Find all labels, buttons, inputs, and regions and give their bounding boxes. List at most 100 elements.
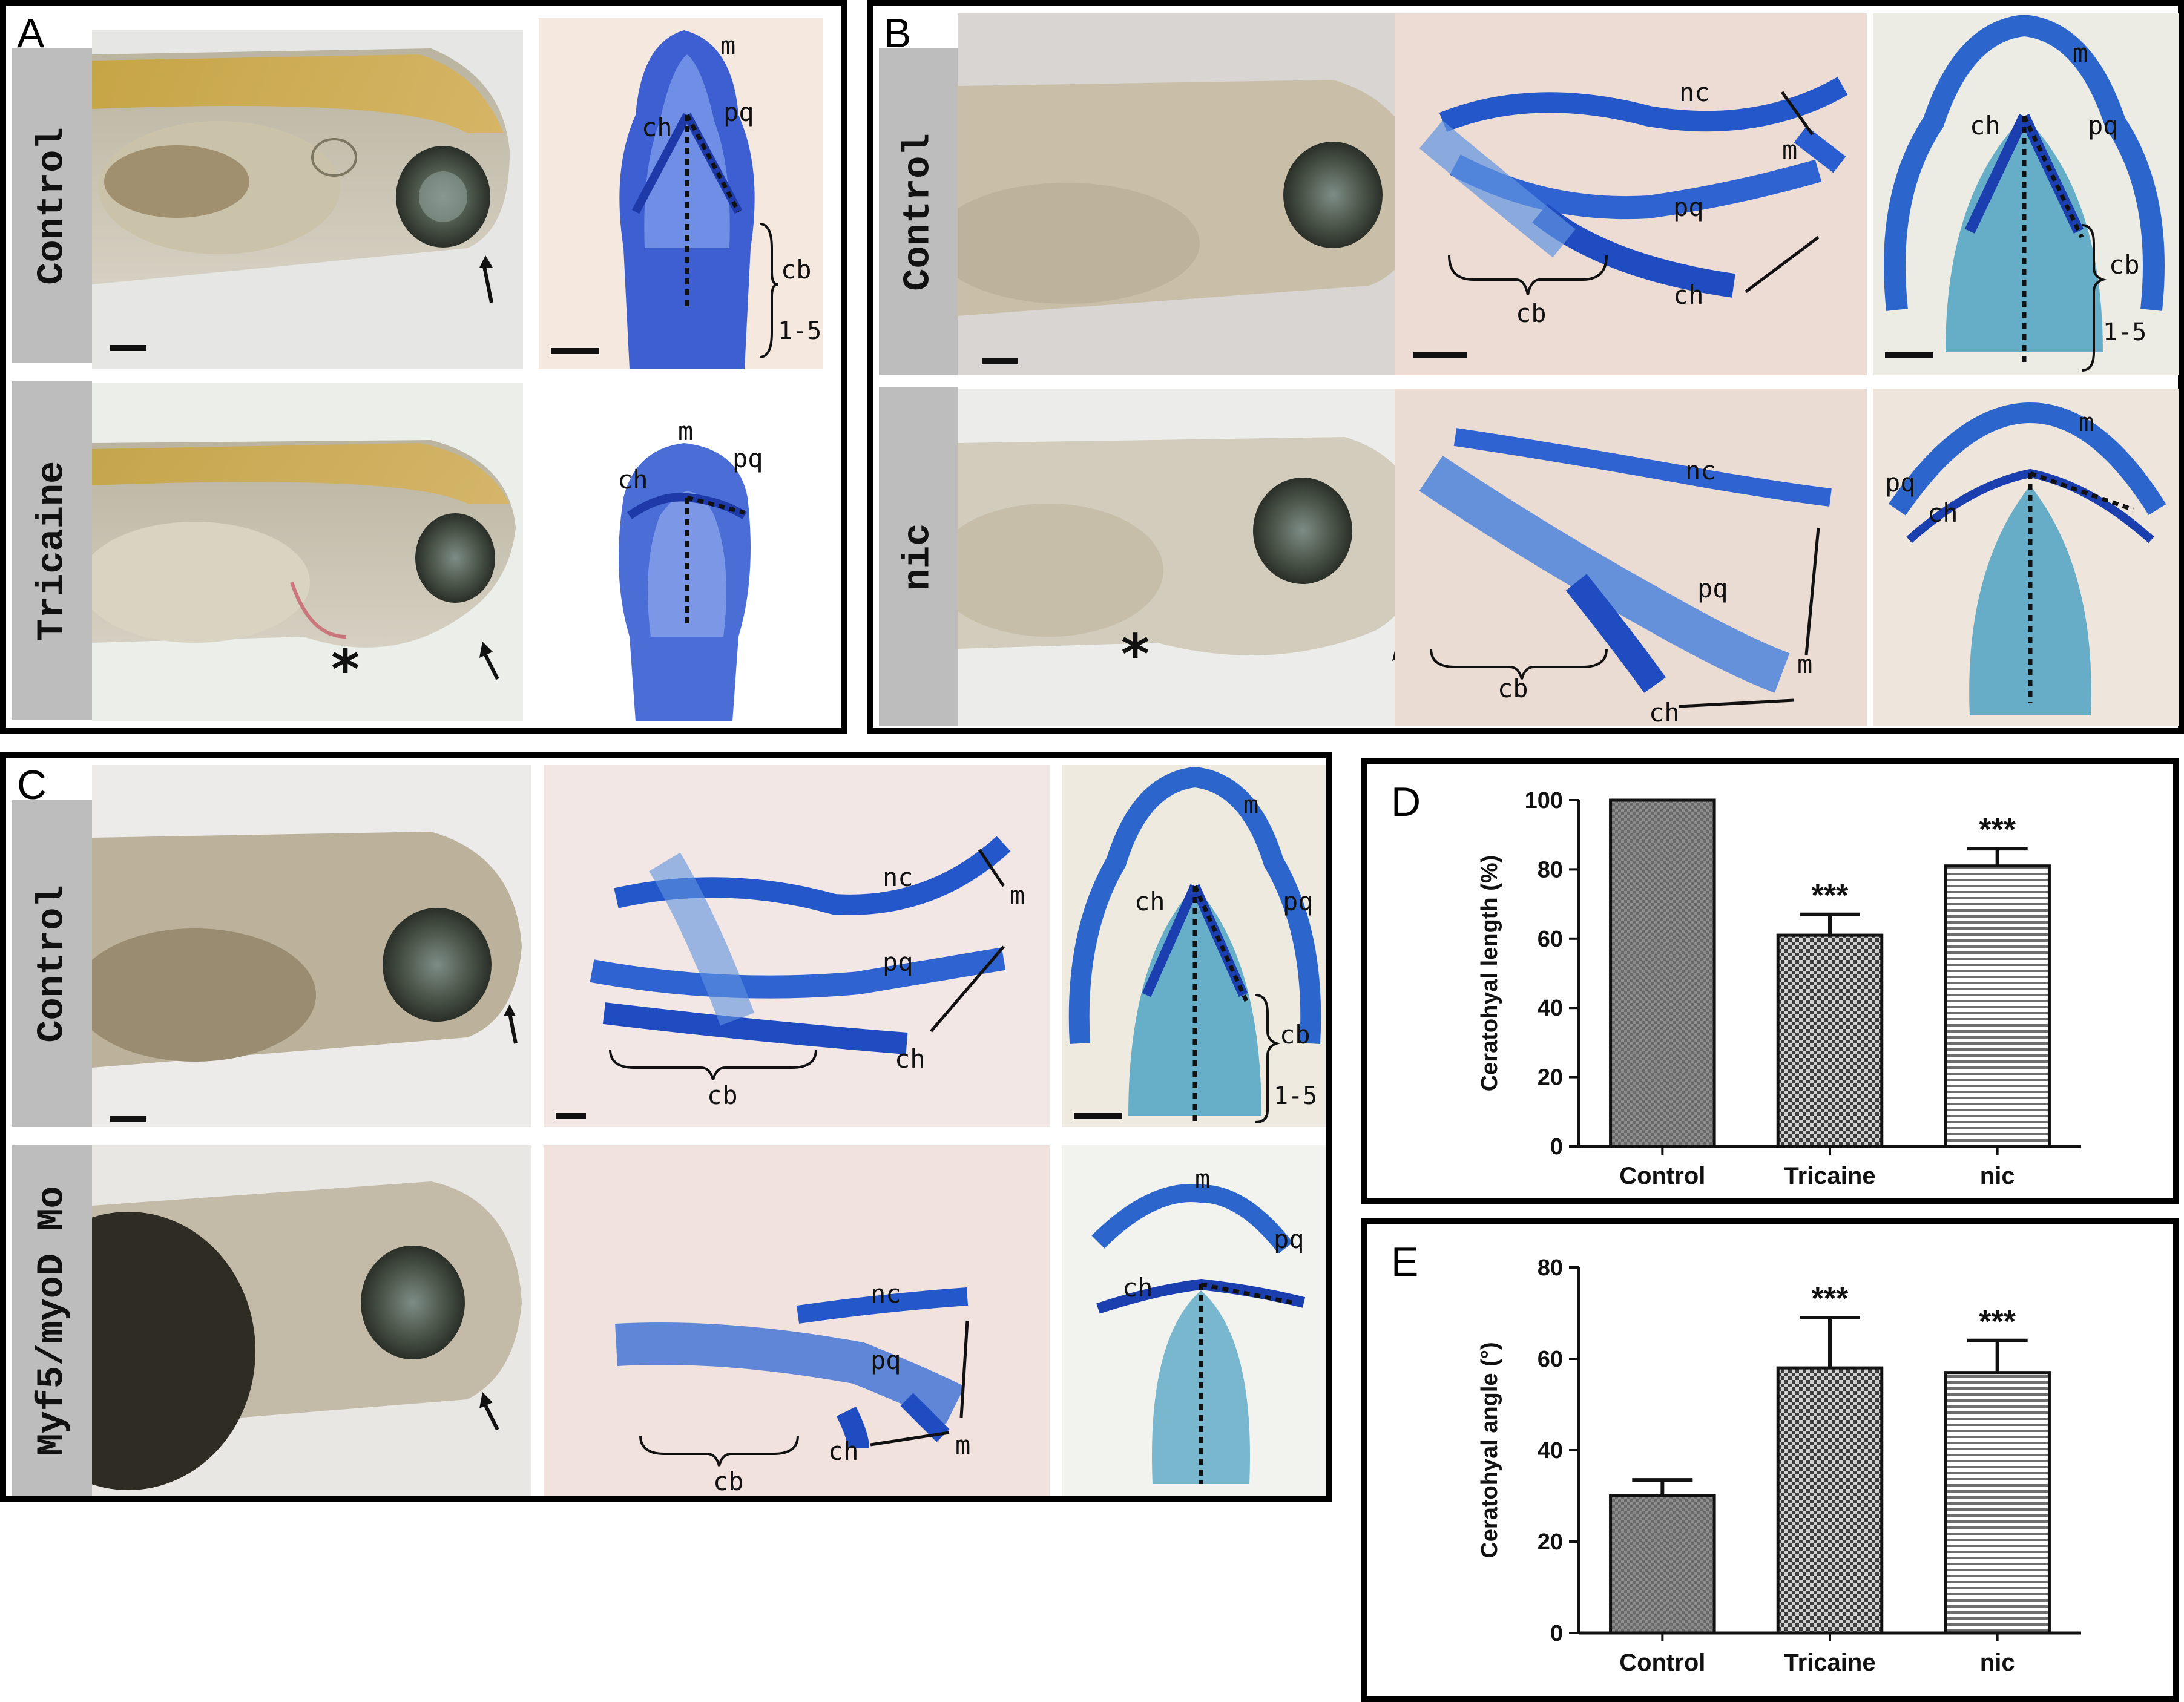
cartilage-ventral-control: m ch pq cb 1-5 bbox=[1062, 765, 1326, 1127]
svg-text:ch: ch bbox=[1673, 280, 1704, 310]
svg-text:pq: pq bbox=[723, 97, 754, 127]
panel-b: B Control nic * bbox=[867, 0, 2184, 734]
panel-a: A Control Tricaine bbox=[0, 0, 847, 734]
ceratohyal-angle-chart: 0 20 40 60 80 Ceratohyal angle (°) Control *** T… bbox=[1367, 1224, 2173, 1696]
bar-nic bbox=[1944, 1371, 2051, 1635]
svg-text:m: m bbox=[678, 416, 693, 446]
svg-text:1-5: 1-5 bbox=[1274, 1082, 1317, 1110]
svg-text:cb: cb bbox=[781, 255, 812, 284]
panel-e: E 0 20 40 60 80 Ceratohyal angle (°) Control **… bbox=[1361, 1218, 2179, 1702]
x-tick-label: nic bbox=[1980, 1649, 2015, 1676]
bar-tricaine bbox=[1776, 1366, 1884, 1635]
cartilage-ventral-control: m ch pq cb 1-5 bbox=[1873, 13, 2179, 375]
svg-text:*: * bbox=[1121, 623, 1150, 686]
svg-text:m: m bbox=[1782, 135, 1797, 165]
svg-text:pq: pq bbox=[1274, 1224, 1304, 1254]
x-tick-label: Tricaine bbox=[1784, 1649, 1875, 1676]
bar-control bbox=[1609, 798, 1716, 1148]
y-axis-label: Ceratohyal length (%) bbox=[1477, 855, 1502, 1092]
svg-text:pq: pq bbox=[2088, 111, 2119, 140]
bar-nic bbox=[1944, 864, 2051, 1148]
bar-control bbox=[1609, 1494, 1716, 1635]
row-label-control: Control bbox=[879, 48, 958, 375]
svg-text:nc: nc bbox=[1679, 77, 1710, 107]
svg-text:nc: nc bbox=[870, 1279, 901, 1309]
svg-text:ch: ch bbox=[617, 465, 648, 494]
larva-photo-tricaine: * bbox=[92, 383, 523, 721]
larva-photo-nic: * bbox=[958, 389, 1442, 726]
significance-marker: *** bbox=[1812, 878, 1849, 913]
svg-text:pq: pq bbox=[870, 1346, 901, 1375]
svg-text:m: m bbox=[1195, 1164, 1210, 1194]
significance-marker: *** bbox=[1979, 1304, 2016, 1339]
larva-photo-control bbox=[92, 765, 531, 1127]
y-tick-label: 20 bbox=[1538, 1530, 1563, 1555]
svg-text:ch: ch bbox=[1134, 887, 1165, 916]
svg-text:nc: nc bbox=[883, 862, 913, 892]
row-label-nic: nic bbox=[879, 387, 958, 726]
svg-text:nc: nc bbox=[1685, 456, 1716, 485]
y-tick-label: 80 bbox=[1538, 1255, 1563, 1281]
svg-text:pq: pq bbox=[1283, 887, 1314, 916]
cartilage-lateral-myf5-myod-mo: nc pq m ch cb bbox=[544, 1145, 1050, 1496]
row-label-control: Control bbox=[12, 800, 92, 1127]
svg-text:m: m bbox=[1010, 881, 1025, 910]
y-tick-label: 20 bbox=[1538, 1065, 1563, 1091]
ceratohyal-length-chart: 0 20 40 60 80 100 Ceratohyal length (%) Control… bbox=[1367, 764, 2173, 1198]
svg-text:cb: cb bbox=[713, 1467, 744, 1496]
y-axis-label: Ceratohyal angle (°) bbox=[1477, 1342, 1502, 1558]
y-tick-label: 60 bbox=[1538, 927, 1563, 952]
svg-text:1-5: 1-5 bbox=[2103, 318, 2146, 346]
svg-text:ch: ch bbox=[828, 1436, 859, 1466]
svg-text:pq: pq bbox=[1697, 574, 1728, 603]
svg-text:1-5: 1-5 bbox=[778, 317, 821, 345]
y-tick-label: 100 bbox=[1525, 788, 1563, 813]
svg-text:pq: pq bbox=[732, 444, 763, 473]
panel-d-letter: D bbox=[1391, 779, 1421, 825]
cartilage-ventral-control: m pq ch cb 1-5 bbox=[539, 18, 823, 369]
x-tick-label: Control bbox=[1619, 1649, 1705, 1676]
cartilage-lateral-nic: nc pq m ch cb bbox=[1395, 389, 1867, 726]
x-tick-label: Tricaine bbox=[1784, 1163, 1875, 1189]
svg-text:cb: cb bbox=[1280, 1020, 1311, 1050]
y-tick-label: 0 bbox=[1550, 1134, 1563, 1160]
larva-photo-myf5-myod-mo bbox=[92, 1145, 531, 1496]
svg-text:cb: cb bbox=[2109, 250, 2140, 280]
cartilage-ventral-tricaine: m pq ch bbox=[539, 383, 823, 721]
svg-text:ch: ch bbox=[1122, 1273, 1153, 1303]
x-tick-label: Control bbox=[1619, 1163, 1705, 1189]
svg-text:ch: ch bbox=[1649, 698, 1680, 726]
row-label-control: Control bbox=[12, 48, 92, 363]
cartilage-ventral-nic: m pq ch bbox=[1873, 389, 2179, 726]
larva-photo-control bbox=[92, 30, 523, 369]
significance-marker: *** bbox=[1979, 812, 2016, 847]
svg-text:*: * bbox=[331, 638, 360, 702]
bar-tricaine bbox=[1776, 933, 1884, 1148]
y-tick-label: 80 bbox=[1538, 857, 1563, 882]
larva-photo-control bbox=[958, 13, 1442, 375]
y-tick-label: 40 bbox=[1538, 1438, 1563, 1464]
svg-text:pq: pq bbox=[1673, 192, 1704, 222]
svg-text:ch: ch bbox=[1970, 111, 2001, 140]
svg-text:m: m bbox=[1243, 790, 1258, 820]
panel-c: C Control Myf5/myoD Mo bbox=[0, 752, 1332, 1502]
cartilage-lateral-control: nc m pq ch cb bbox=[1395, 13, 1867, 375]
panel-e-letter: E bbox=[1391, 1239, 1419, 1285]
y-tick-label: 0 bbox=[1550, 1621, 1563, 1646]
svg-text:ch: ch bbox=[1927, 498, 1958, 528]
y-tick-label: 40 bbox=[1538, 996, 1563, 1021]
panel-d: D 0 20 40 60 80 100 Ceratohyal length (%) Contr… bbox=[1361, 758, 2179, 1204]
svg-text:m: m bbox=[720, 31, 735, 61]
row-label-myf5-myod-mo: Myf5/myoD Mo bbox=[12, 1145, 92, 1496]
row-label-tricaine: Tricaine bbox=[12, 381, 92, 720]
svg-text:cb: cb bbox=[1516, 298, 1547, 328]
svg-text:m: m bbox=[2073, 38, 2088, 68]
cartilage-ventral-myf5-myod-mo: m pq ch bbox=[1062, 1145, 1326, 1496]
svg-text:ch: ch bbox=[642, 113, 673, 142]
svg-text:pq: pq bbox=[883, 947, 913, 977]
svg-text:m: m bbox=[2079, 407, 2094, 437]
svg-text:cb: cb bbox=[707, 1080, 738, 1110]
svg-text:cb: cb bbox=[1498, 674, 1528, 703]
x-tick-label: nic bbox=[1980, 1163, 2015, 1189]
